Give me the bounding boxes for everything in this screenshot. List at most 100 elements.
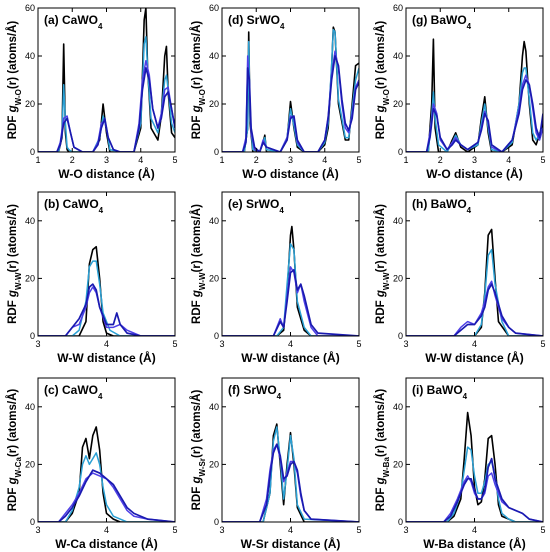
rdf-panel: 3 4 5 0 20 40 (e) SrWO4 W-W distance (Å) RDF gW-…: [190, 191, 362, 365]
series-line: [406, 67, 543, 152]
x-tick-label: 4: [472, 525, 477, 535]
y-tick-label: 40: [209, 51, 219, 61]
y-tick-label: 0: [214, 517, 219, 527]
panel-label: (g) BaWO4: [412, 13, 472, 31]
y-tick-label: 0: [30, 517, 35, 527]
series-line: [38, 472, 175, 522]
rdf-panel: 3 4 5 0 20 40 (b) CaWO4 W-W distance (Å) RDF gW-…: [6, 191, 178, 365]
plot-frame: [37, 377, 176, 523]
series-line: [38, 426, 175, 522]
series-line: [38, 60, 175, 152]
x-axis-label: W-W distance (Å): [425, 350, 523, 365]
x-tick-label: 3: [104, 155, 109, 165]
x-tick-label: 5: [356, 155, 361, 165]
x-tick-label: 2: [70, 155, 75, 165]
panel-label: (a) CaWO4: [44, 13, 103, 31]
plot-frame: [405, 7, 544, 153]
series-line: [222, 268, 359, 336]
y-tick-label: 0: [30, 331, 35, 341]
x-axis-label: W-Sr distance (Å): [241, 536, 341, 551]
x-tick-label: 3: [288, 155, 293, 165]
x-tick-label: 4: [104, 339, 109, 349]
y-tick-label: 20: [25, 274, 35, 284]
rdf-panel: 3 4 5 0 20 40 (c) CaWO4 W-Ca distance (Å) RDF gW…: [6, 377, 178, 551]
y-tick-label: 40: [209, 216, 219, 226]
y-axis-label: RDF gW-O(r) (atoms/Å): [6, 21, 23, 140]
panel-label: (h) BaWO4: [412, 197, 472, 215]
panel-label: (f) SrWO4: [228, 383, 282, 401]
x-tick-label: 2: [254, 155, 259, 165]
plot-frame: [221, 377, 360, 523]
rdf-panel: 3 4 5 0 20 40 (i) BaWO4 W-Ba distance (Å) RDF gW…: [374, 377, 546, 551]
series-line: [38, 452, 175, 522]
x-axis-label: W-O distance (Å): [242, 166, 338, 181]
x-tick-label: 5: [540, 155, 545, 165]
series-line: [222, 225, 359, 336]
x-tick-label: 2: [438, 155, 443, 165]
rdf-panel: 1 2 3 4 5 0 20 40 60 (d) SrWO4 W-O distance (Å) RDF…: [190, 3, 362, 181]
y-tick-label: 20: [209, 460, 219, 470]
y-tick-label: 40: [25, 216, 35, 226]
panel-label: (i) BaWO4: [412, 383, 468, 401]
y-axis-label: RDF gW-Ca(r) (atoms/Å): [6, 389, 23, 512]
x-tick-label: 5: [172, 525, 177, 535]
y-tick-label: 20: [393, 460, 403, 470]
series-line: [406, 248, 543, 336]
x-axis-label: W-O distance (Å): [58, 166, 154, 181]
series-line: [222, 243, 359, 336]
panel-label: (b) CaWO4: [44, 197, 104, 215]
series-line: [222, 55, 359, 152]
x-axis-label: W-W distance (Å): [241, 350, 339, 365]
x-tick-label: 1: [219, 155, 224, 165]
x-tick-label: 4: [506, 155, 511, 165]
y-tick-label: 20: [25, 460, 35, 470]
x-tick-label: 5: [172, 155, 177, 165]
y-tick-label: 20: [25, 99, 35, 109]
x-tick-label: 4: [472, 339, 477, 349]
y-axis-label: RDF gW-Ba(r) (atoms/Å): [374, 389, 391, 512]
series-line: [406, 74, 543, 152]
x-tick-label: 4: [138, 155, 143, 165]
y-tick-label: 40: [393, 402, 403, 412]
x-tick-label: 5: [356, 525, 361, 535]
y-tick-label: 40: [393, 51, 403, 61]
y-axis-label: RDF gW-W(r) (atoms/Å): [190, 204, 207, 324]
x-tick-label: 3: [403, 525, 408, 535]
series-line: [406, 38, 543, 152]
y-axis-label: RDF gW-O(r) (atoms/Å): [374, 21, 391, 140]
y-tick-label: 40: [25, 402, 35, 412]
series-line: [38, 245, 175, 336]
series-line: [222, 426, 359, 522]
y-tick-label: 40: [209, 402, 219, 412]
series-line: [406, 280, 543, 336]
y-axis-label: RDF gW-W(r) (atoms/Å): [374, 204, 391, 324]
y-tick-label: 0: [30, 147, 35, 157]
series-line: [38, 36, 175, 152]
x-tick-label: 5: [356, 339, 361, 349]
x-tick-label: 3: [219, 525, 224, 535]
y-tick-label: 20: [209, 274, 219, 284]
plot-frame: [221, 7, 360, 153]
series-line: [38, 67, 175, 152]
plot-frame: [37, 191, 176, 337]
y-tick-label: 20: [209, 99, 219, 109]
x-tick-label: 3: [472, 155, 477, 165]
x-tick-label: 3: [219, 339, 224, 349]
rdf-panel: 1 2 3 4 5 0 20 40 60 (a) CaWO4 W-O distance (Å) RDF…: [6, 3, 178, 181]
panel-label: (d) SrWO4: [228, 13, 285, 31]
y-tick-label: 40: [25, 51, 35, 61]
series-line: [222, 443, 359, 522]
plot-frame: [405, 377, 544, 523]
x-tick-label: 4: [288, 525, 293, 535]
x-tick-label: 1: [35, 155, 40, 165]
x-tick-label: 3: [35, 339, 40, 349]
series-line: [406, 283, 543, 336]
y-tick-label: 20: [393, 274, 403, 284]
series-line: [222, 443, 359, 522]
x-axis-label: W-O distance (Å): [426, 166, 522, 181]
y-tick-label: 0: [398, 331, 403, 341]
y-tick-label: 40: [393, 216, 403, 226]
series-line: [406, 411, 543, 522]
x-tick-label: 3: [403, 339, 408, 349]
panel-label: (e) SrWO4: [228, 197, 284, 215]
